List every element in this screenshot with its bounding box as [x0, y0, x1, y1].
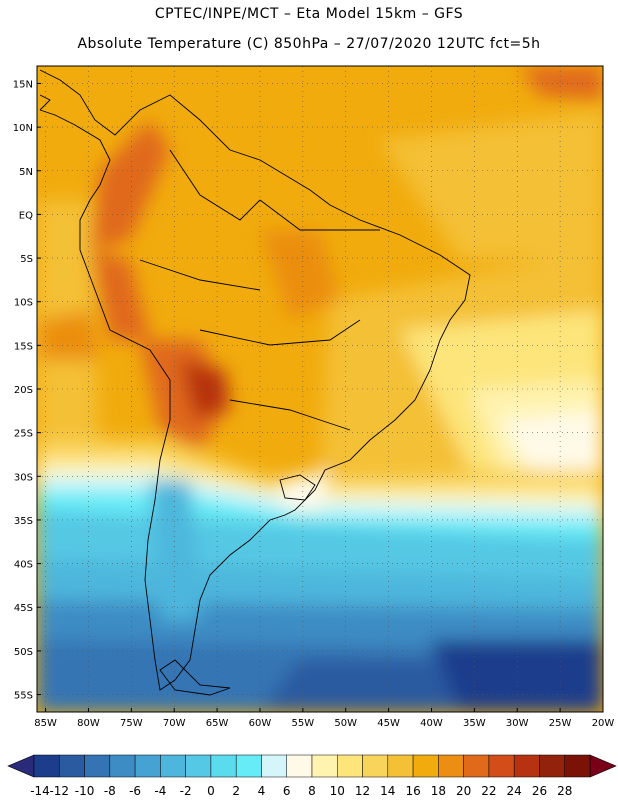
- colorbar-label: 24: [507, 784, 522, 798]
- lat-tick-label: 40S: [14, 560, 33, 571]
- lat-tick-label: 30S: [14, 472, 33, 483]
- colorbar-swatch: [160, 754, 186, 778]
- colorbar-label: 14: [380, 784, 395, 798]
- lat-tick-label: 15N: [13, 79, 33, 90]
- colorbar-swatch: [387, 754, 414, 778]
- lat-tick-label: 10S: [14, 298, 33, 309]
- colorbar-label: 4: [258, 784, 266, 798]
- chart-title: CPTEC/INPE/MCT – Eta Model 15km – GFS: [154, 6, 464, 22]
- lon-tick-label: 45W: [377, 718, 400, 729]
- colorbar-swatch: [362, 754, 389, 778]
- colorbar-swatch: [261, 754, 287, 778]
- colorbar-swatch: [134, 754, 161, 778]
- colorbar-swatch: [513, 754, 540, 778]
- temperature-field: [37, 66, 603, 712]
- lon-tick-label: 70W: [163, 718, 186, 729]
- colorbar-swatch: [539, 754, 565, 778]
- colorbar: [7, 754, 617, 778]
- colorbar-label: 8: [308, 784, 316, 798]
- colorbar-swatch: [438, 754, 464, 778]
- lon-tick-label: 30W: [506, 718, 529, 729]
- colorbar-swatch: [235, 754, 262, 778]
- colorbar-label: 0: [207, 784, 215, 798]
- lon-tick-label: 60W: [249, 718, 272, 729]
- colorbar-label: 16: [405, 784, 420, 798]
- lon-tick-label: 50W: [334, 718, 357, 729]
- colorbar-label: -8: [104, 784, 116, 798]
- colorbar-label: 28: [557, 784, 572, 798]
- lat-tick-label: EQ: [19, 210, 33, 221]
- colorbar-label: 12: [355, 784, 370, 798]
- colorbar-swatch: [337, 754, 363, 778]
- colorbar-swatch: [412, 754, 439, 778]
- colorbar-label: -6: [129, 784, 141, 798]
- lat-tick-label: 50S: [14, 647, 33, 658]
- lat-tick-label: 45S: [14, 603, 33, 614]
- lat-tick-label: 25S: [14, 429, 33, 440]
- colorbar-label: -12: [49, 784, 69, 798]
- lon-tick-label: 40W: [420, 718, 443, 729]
- colorbar-swatch: [488, 754, 515, 778]
- colorbar-high-arrow: [589, 754, 617, 778]
- lon-tick-label: 75W: [120, 718, 143, 729]
- colorbar-label: 18: [431, 784, 446, 798]
- colorbar-swatch: [286, 754, 313, 778]
- colorbar-label: 6: [283, 784, 291, 798]
- colorbar-swatch: [463, 754, 490, 778]
- colorbar-label: 26: [532, 784, 547, 798]
- lon-tick-label: 20W: [592, 718, 615, 729]
- lon-tick-label: 35W: [463, 718, 486, 729]
- colorbar-labels: -14 -12 -10 -8 -6 -4 -2 0 2 4 6 8 10 12 14 16 18 20 22 24 26…: [30, 784, 572, 798]
- colorbar-label: -4: [154, 784, 166, 798]
- colorbar-label: 20: [456, 784, 471, 798]
- colorbar-swatch: [210, 754, 237, 778]
- lat-tick-label: 20S: [14, 385, 33, 396]
- coastline: [39, 69, 471, 696]
- lon-tick-label: 25W: [549, 718, 572, 729]
- colorbar-label: -14: [30, 784, 50, 798]
- lat-tick-label: 5N: [19, 167, 33, 178]
- lat-tick-label: 35S: [14, 516, 33, 527]
- colorbar-label: 22: [481, 784, 496, 798]
- latitude-labels: 15N 10N 5N EQ 5S 10S 15S 20S 25S 30S 35S 40S 45S 50S 5…: [13, 79, 41, 702]
- lon-tick-label: 85W: [34, 718, 57, 729]
- lon-tick-label: 55W: [292, 718, 315, 729]
- colorbar-swatch: [311, 754, 338, 778]
- colorbar-swatch: [84, 754, 111, 778]
- colorbar-label: -10: [75, 784, 95, 798]
- colorbar-swatch: [59, 754, 85, 778]
- colorbar-label: -2: [180, 784, 192, 798]
- lat-tick-label: 15S: [14, 341, 33, 352]
- lat-tick-label: 10N: [13, 123, 33, 134]
- colorbar-label: 2: [232, 784, 240, 798]
- colorbar-label: 10: [330, 784, 345, 798]
- longitude-labels: 85W 80W 75W 70W 65W 60W 55W 50W 45W 40W 35W 30W 25W 2…: [34, 708, 614, 729]
- colorbar-swatch: [185, 754, 212, 778]
- lat-tick-label: 5S: [20, 254, 33, 265]
- lat-tick-label: 55S: [14, 691, 33, 702]
- colorbar-swatch: [564, 754, 591, 778]
- colorbar-swatch: [109, 754, 136, 778]
- lon-tick-label: 65W: [206, 718, 229, 729]
- lon-tick-label: 80W: [77, 718, 100, 729]
- colorbar-low-arrow: [7, 754, 35, 778]
- chart-subtitle: Absolute Temperature (C) 850hPa – 27/07/…: [77, 36, 541, 52]
- colorbar-swatch: [33, 754, 60, 778]
